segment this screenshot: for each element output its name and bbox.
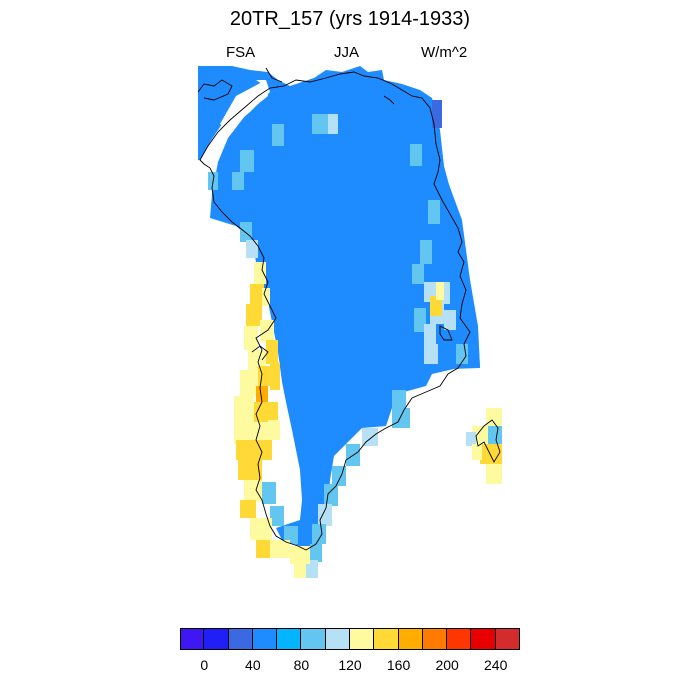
colorbar-tick-label: 160	[386, 657, 411, 673]
colorbar-swatch	[471, 628, 496, 650]
colorbar-swatch	[228, 628, 253, 650]
colorbar-tick-label: 40	[245, 657, 261, 673]
colorbar-swatch	[422, 628, 448, 650]
dark-patch	[432, 100, 442, 128]
colorbar-tick-label: 0	[200, 657, 209, 673]
map-title: 20TR_157 (yrs 1914-1933)	[229, 8, 471, 30]
units-label: W/m^2	[421, 44, 468, 61]
colorbar-swatch	[495, 628, 520, 650]
colorbar-tick-label: 80	[293, 657, 310, 673]
colorbar-swatch	[350, 628, 375, 650]
colorbar-swatch	[447, 628, 472, 650]
colorbar-swatch	[180, 628, 205, 650]
colorbar-tick-label: 120	[338, 657, 362, 673]
colorbar-swatch	[252, 628, 278, 650]
variable-label: FSA	[226, 44, 256, 61]
colorbar-swatch	[374, 628, 399, 650]
colorbar-tick-label: 200	[435, 657, 459, 673]
colorbar-swatch	[277, 628, 302, 650]
colorbar-swatch	[325, 628, 350, 650]
southeast-fragment	[466, 408, 502, 484]
colorbar-swatch	[398, 628, 423, 650]
light-blue-patches	[208, 114, 468, 578]
coastline	[197, 67, 501, 551]
colorbar-swatch	[204, 628, 229, 650]
season-label: JJA	[334, 44, 360, 61]
colorbar-swatch	[301, 628, 326, 650]
colorbar-tick-label: 240	[484, 657, 508, 673]
